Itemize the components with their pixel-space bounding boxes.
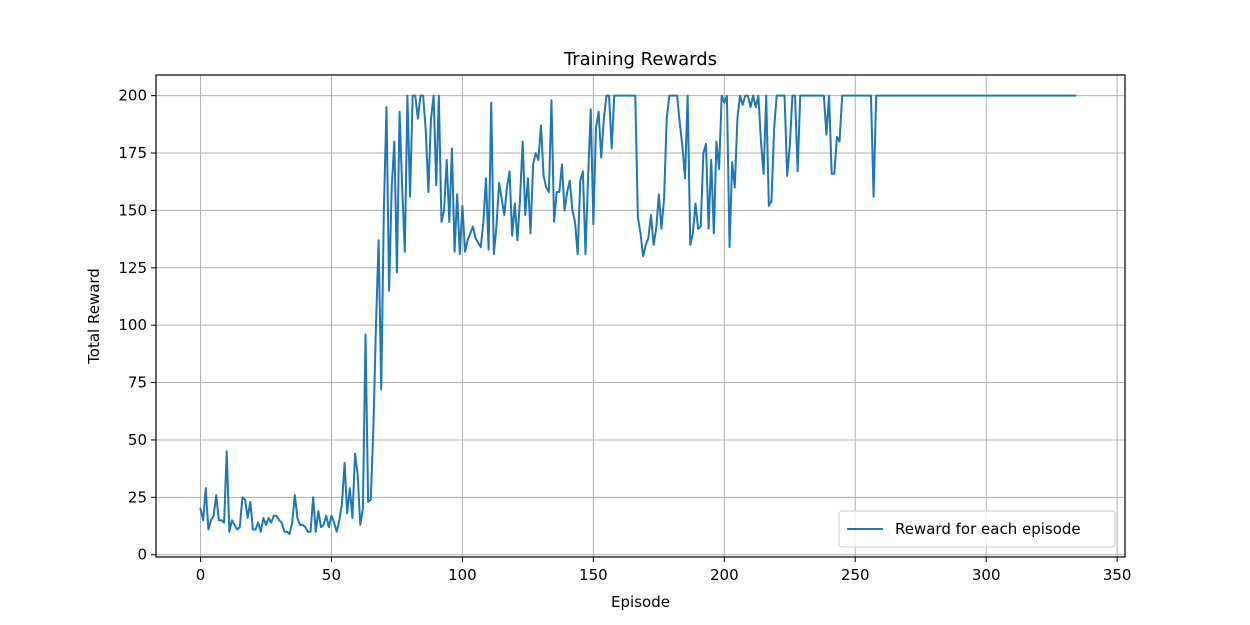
x-axis-label: Episode	[611, 593, 670, 611]
chart-title: Training Rewards	[563, 49, 717, 70]
y-tick-label: 75	[128, 374, 147, 392]
legend: Reward for each episode	[838, 510, 1116, 548]
legend-box	[838, 510, 1116, 548]
y-tick-label: 100	[118, 316, 147, 334]
x-tick-label: 300	[972, 566, 1001, 584]
y-tick-label: 200	[118, 87, 147, 105]
y-tick-label: 0	[137, 546, 147, 564]
x-tick-label: 250	[841, 566, 870, 584]
legend-label: Reward for each episode	[895, 520, 1081, 538]
y-tick-label: 150	[118, 201, 147, 219]
x-tick-label: 350	[1103, 566, 1132, 584]
series-line-0	[199, 94, 1077, 536]
x-tick-label: 200	[710, 566, 739, 584]
x-tick-label: 100	[448, 566, 477, 584]
series-layer	[199, 94, 1077, 536]
plot-frame	[155, 74, 1126, 558]
ticks: 0 50 100 150 200 250 300 350 0 25 50 75 100 125 150 175…	[118, 87, 1131, 584]
y-tick-label: 25	[128, 488, 147, 506]
grid	[156, 75, 1125, 557]
x-tick-label: 150	[579, 566, 608, 584]
y-tick-label: 175	[118, 144, 147, 162]
x-tick-label: 0	[196, 566, 206, 584]
y-axis-label: Total Reward	[85, 268, 103, 365]
x-tick-label: 50	[322, 566, 341, 584]
y-tick-label: 50	[128, 431, 147, 449]
y-tick-label: 125	[118, 259, 147, 277]
